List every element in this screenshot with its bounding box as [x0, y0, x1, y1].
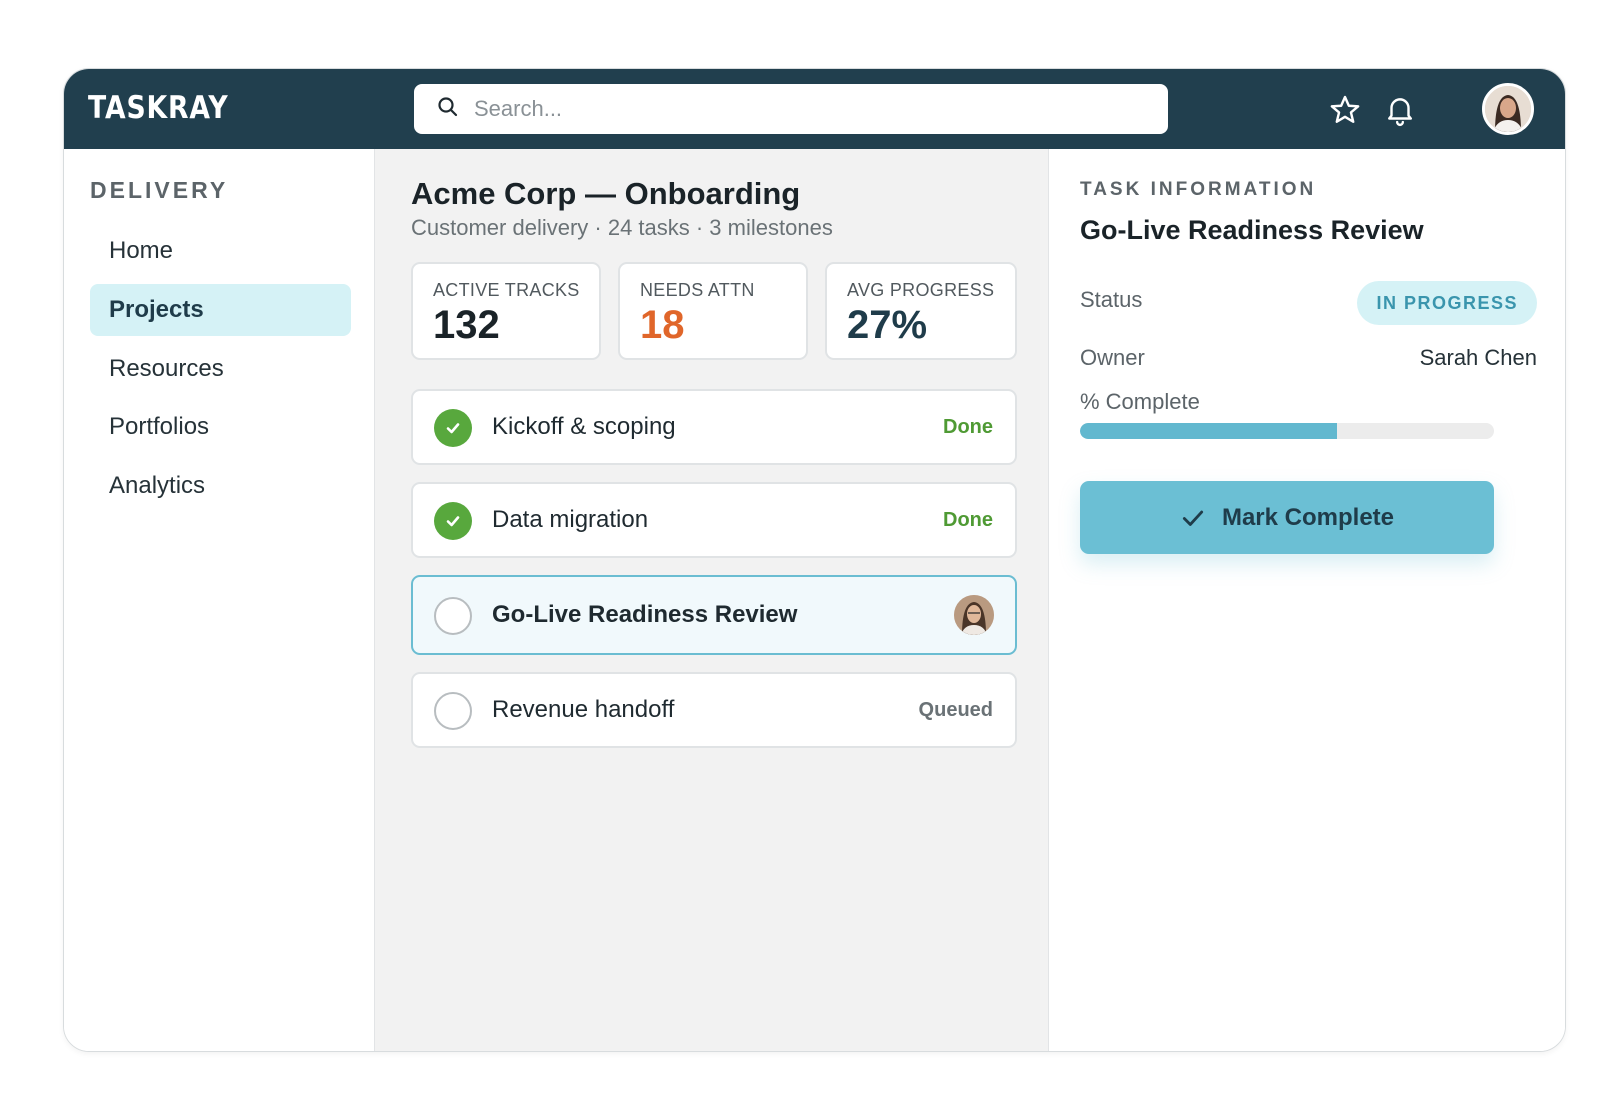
- percent-complete-label: % Complete: [1080, 389, 1200, 414]
- empty-circle-icon[interactable]: [434, 597, 472, 635]
- stat-label: NEEDS ATTN: [640, 280, 755, 300]
- task-row[interactable]: Kickoff & scoping Done: [411, 389, 1017, 465]
- task-row-selected[interactable]: Go-Live Readiness Review: [411, 575, 1017, 655]
- task-status: Done: [943, 509, 993, 531]
- task-status: Queued: [918, 699, 993, 721]
- owner-value[interactable]: Sarah Chen: [1419, 345, 1537, 370]
- assignee-avatar: [954, 595, 994, 635]
- check-circle-icon[interactable]: [434, 502, 472, 540]
- search-bar[interactable]: [414, 84, 1168, 134]
- status-label: Status: [1080, 287, 1143, 312]
- star-icon[interactable]: [1326, 91, 1364, 129]
- page-subtitle: Customer delivery · 24 tasks · 3 milesto…: [411, 215, 833, 240]
- stat-card-needs-attn[interactable]: NEEDS ATTN 18: [618, 262, 808, 360]
- check-circle-icon[interactable]: [434, 409, 472, 447]
- stat-value: 18: [640, 303, 685, 347]
- task-status: Done: [943, 416, 993, 438]
- main-panel: Acme Corp — Onboarding Customer delivery…: [375, 149, 1049, 1051]
- sidebar-item-analytics[interactable]: Analytics: [109, 472, 206, 499]
- app-logo[interactable]: TASKRAY: [88, 90, 229, 126]
- owner-label: Owner: [1080, 345, 1145, 370]
- detail-title: Go-Live Readiness Review: [1080, 215, 1424, 245]
- checkmark-icon: [1182, 510, 1204, 526]
- stat-value: 132: [433, 303, 500, 347]
- app-window: TASKRAY: [63, 68, 1566, 1052]
- sidebar-item-projects[interactable]: Projects: [90, 284, 351, 336]
- stat-card-active-tracks[interactable]: ACTIVE TRACKS 132: [411, 262, 601, 360]
- sidebar-item-portfolios[interactable]: Portfolios: [109, 413, 210, 440]
- stat-value: 27%: [847, 303, 928, 347]
- sidebar: DELIVERY Home Projects Resources Portfol…: [64, 149, 375, 1051]
- task-title: Kickoff & scoping: [492, 413, 676, 440]
- sidebar-item-resources[interactable]: Resources: [109, 355, 224, 382]
- stat-label: AVG PROGRESS: [847, 280, 995, 300]
- bell-icon[interactable]: [1381, 91, 1419, 129]
- task-row[interactable]: Revenue handoff Queued: [411, 672, 1017, 748]
- detail-heading: TASK INFORMATION: [1080, 179, 1317, 200]
- mark-complete-label: Mark Complete: [1221, 503, 1395, 531]
- task-row[interactable]: Data migration Done: [411, 482, 1017, 558]
- stat-card-avg-progress[interactable]: AVG PROGRESS 27%: [825, 262, 1017, 360]
- top-bar: TASKRAY: [64, 69, 1565, 149]
- task-title: Data migration: [492, 506, 649, 533]
- sidebar-item-home[interactable]: Home: [109, 237, 174, 264]
- mark-complete-button[interactable]: Mark Complete: [1080, 481, 1494, 554]
- progress-bar-fill: [1080, 423, 1337, 439]
- task-title: Go-Live Readiness Review: [492, 601, 798, 628]
- page-title: Acme Corp — Onboarding: [411, 176, 801, 211]
- task-detail-panel: TASK INFORMATION Go-Live Readiness Revie…: [1049, 149, 1565, 1051]
- user-avatar[interactable]: [1482, 83, 1534, 135]
- search-input[interactable]: [474, 96, 1154, 122]
- task-title: Revenue handoff: [492, 696, 675, 723]
- stat-label: ACTIVE TRACKS: [433, 280, 580, 300]
- progress-bar: [1080, 423, 1494, 439]
- sidebar-heading: DELIVERY: [90, 177, 229, 203]
- status-badge[interactable]: IN PROGRESS: [1357, 281, 1537, 325]
- search-icon: [436, 95, 460, 124]
- empty-circle-icon[interactable]: [434, 692, 472, 730]
